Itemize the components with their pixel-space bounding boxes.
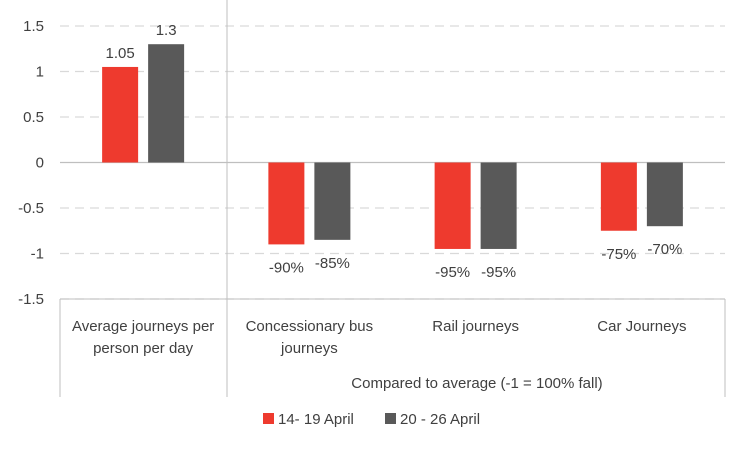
legend-label: 14- 19 April	[278, 411, 354, 428]
bar	[480, 162, 517, 249]
y-tick-label: 0	[36, 155, 44, 172]
legend-swatch	[385, 413, 396, 424]
legend-swatch	[263, 413, 274, 424]
data-label: -85%	[315, 255, 350, 272]
bar	[268, 162, 305, 245]
legend: 14- 19 April 20 - 26 April	[263, 411, 480, 428]
category-label: Average journeys per	[72, 318, 214, 335]
data-label: 1.05	[106, 45, 135, 62]
y-tick-label: 0.5	[23, 109, 44, 126]
category-label: Rail journeys	[432, 318, 519, 335]
category-label: journeys	[280, 340, 338, 357]
category-label: Car Journeys	[597, 318, 686, 335]
data-label: -95%	[435, 264, 470, 281]
data-label: -90%	[269, 259, 304, 276]
bar	[434, 162, 471, 249]
bar	[102, 66, 139, 163]
legend-label: 20 - 26 April	[400, 411, 480, 428]
y-tick-label: -0.5	[18, 200, 44, 217]
y-tick-label: -1.5	[18, 291, 44, 308]
bar	[646, 162, 683, 227]
bar	[314, 162, 351, 240]
bars	[102, 44, 683, 249]
y-tick-label: -1	[31, 246, 44, 263]
category-label: Concessionary bus	[246, 318, 374, 335]
data-label: -75%	[601, 246, 636, 263]
y-tick-label: 1	[36, 64, 44, 81]
category-labels: Average journeys per person per day Conces…	[72, 318, 687, 357]
group-axis-label: Compared to average (-1 = 100% fall)	[351, 375, 602, 392]
bar	[148, 44, 185, 163]
bar	[600, 162, 637, 231]
data-labels: 1.05 1.3 -90% -85% -95% -95% -75% -70%	[106, 22, 683, 281]
category-label: person per day	[93, 340, 194, 357]
data-label: -95%	[481, 264, 516, 281]
data-label: 1.3	[156, 22, 177, 39]
y-axis-ticks: 1.5 1 0.5 0 -0.5 -1 -1.5	[18, 18, 44, 308]
y-tick-label: 1.5	[23, 18, 44, 35]
data-label: -70%	[647, 241, 682, 258]
